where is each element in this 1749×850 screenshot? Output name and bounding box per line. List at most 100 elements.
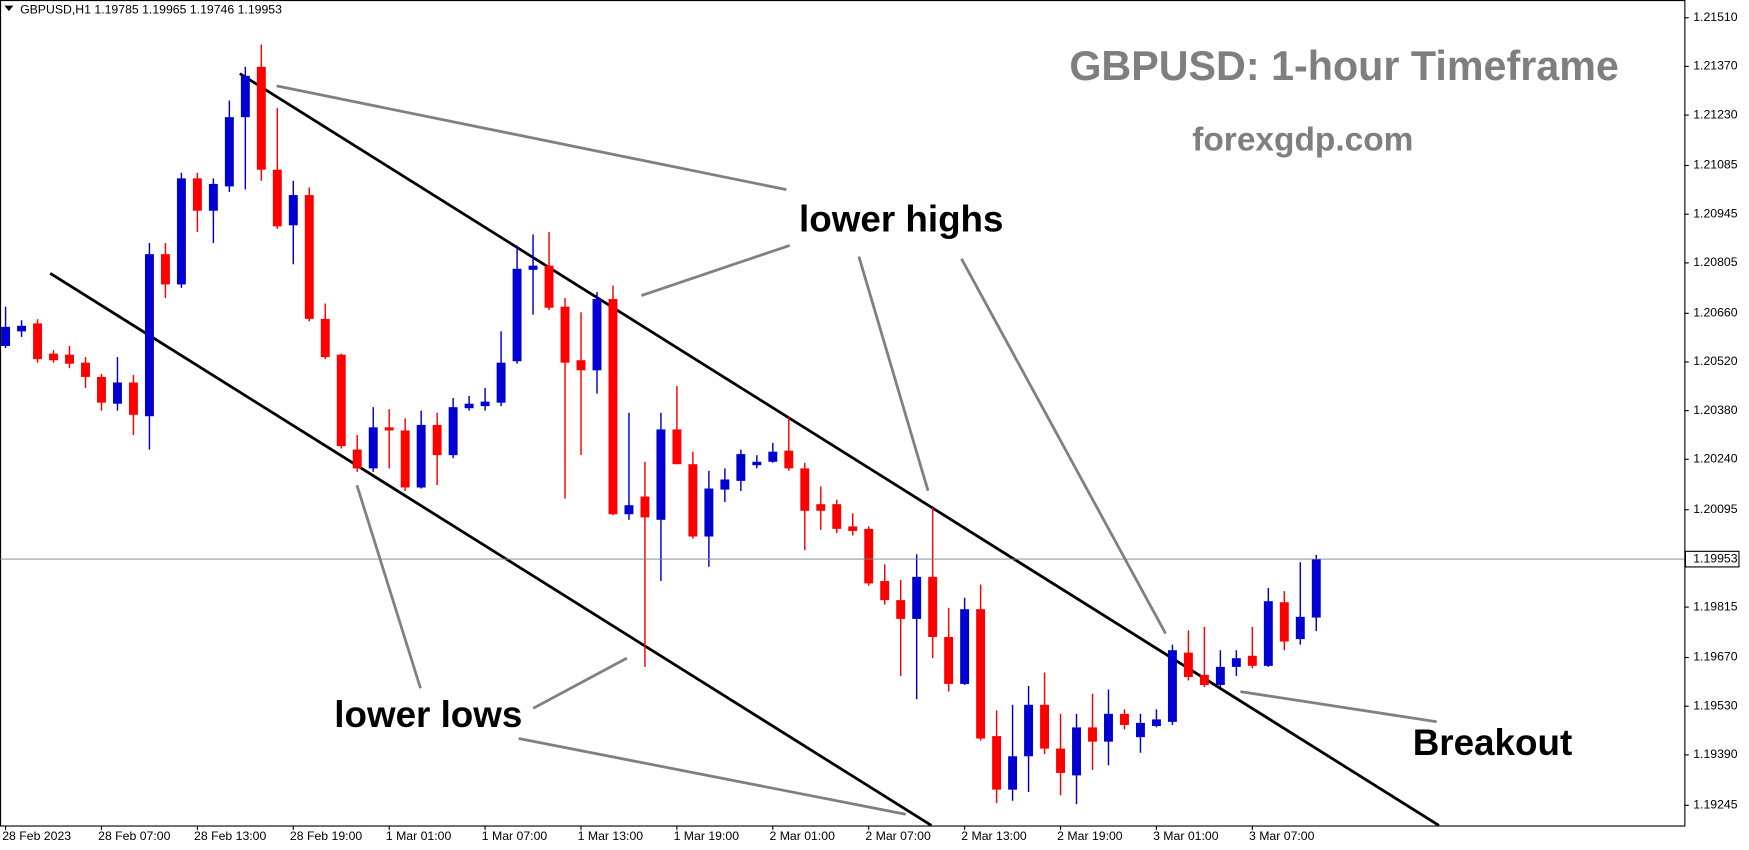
candle-body	[688, 464, 698, 537]
y-tick-label: 1.20520	[1693, 354, 1738, 368]
candle-body	[1024, 704, 1034, 757]
y-tick-label: 1.20660	[1693, 306, 1738, 320]
candle-body	[864, 528, 874, 584]
candle-body	[1072, 727, 1081, 776]
chart-title: GBPUSD: 1-hour Timeframe	[1069, 43, 1619, 89]
candle-body	[144, 254, 154, 417]
candle-body	[672, 429, 682, 465]
candle-body	[160, 254, 170, 285]
candle-body	[384, 427, 394, 431]
candle-body	[320, 318, 330, 358]
candles	[1, 44, 1321, 805]
candle-body	[400, 430, 410, 488]
candle-body	[272, 169, 282, 227]
candle-body	[176, 178, 186, 285]
x-tick-label: 28 Feb 2023	[2, 829, 71, 843]
candle-body	[1279, 602, 1289, 642]
candle-body	[464, 403, 474, 409]
candle-body	[448, 407, 458, 456]
last-price-box	[1684, 550, 1740, 568]
x-tick-label: 3 Mar 01:00	[1153, 829, 1219, 843]
candle-body	[816, 504, 826, 511]
annotation: lower lows	[334, 694, 522, 735]
candle-body	[224, 117, 234, 187]
pointer-line	[276, 84, 787, 191]
candle-body	[49, 353, 58, 361]
candle-body	[976, 609, 986, 739]
candle-body	[1040, 704, 1050, 749]
candle-body	[592, 299, 602, 371]
candle-body	[33, 323, 43, 360]
upper-channel	[239, 72, 1440, 827]
candle-body	[912, 576, 922, 619]
candle-body	[960, 609, 970, 684]
pointer-line	[857, 256, 930, 492]
candle-body	[496, 362, 506, 403]
candle-body	[1056, 748, 1065, 773]
candle-body	[128, 382, 138, 415]
candle-body	[368, 427, 378, 469]
candle-body	[1008, 756, 1018, 790]
candle-body	[1199, 674, 1209, 685]
candle-body	[1295, 616, 1305, 640]
channel-lines	[49, 72, 1440, 827]
pointer-line	[532, 656, 628, 710]
candle-body	[880, 581, 890, 601]
pointer-line	[355, 484, 422, 689]
candle-body	[1151, 719, 1161, 727]
x-tick-label: 1 Mar 19:00	[674, 829, 740, 843]
y-tick-label: 1.20945	[1693, 206, 1738, 220]
candle-body	[1120, 713, 1129, 725]
candle-body	[432, 424, 442, 456]
candle-body	[352, 449, 362, 469]
candle-body	[1183, 652, 1193, 677]
x-tick-label: 1 Mar 01:00	[386, 829, 452, 843]
candle-body	[288, 195, 298, 226]
candle-body	[848, 526, 858, 531]
pointer-line	[960, 258, 1167, 635]
x-tick-label: 28 Feb 07:00	[98, 829, 170, 843]
candle-body	[832, 504, 842, 529]
candle-body	[17, 325, 27, 332]
candle-body	[992, 736, 1002, 790]
candle-body	[1104, 713, 1113, 742]
lower-channel	[49, 272, 933, 827]
pointer-line	[640, 244, 791, 297]
y-tick-label: 1.20380	[1693, 403, 1738, 417]
last-price-label: 1.19953	[1693, 551, 1738, 565]
candle-body	[656, 429, 666, 520]
candle-body	[192, 178, 202, 211]
candle-body	[1215, 666, 1225, 685]
candle-body	[640, 496, 650, 518]
pointers	[276, 84, 1437, 816]
candle-body	[208, 183, 218, 211]
y-tick-label: 1.19670	[1693, 650, 1738, 664]
annotation: lower highs	[799, 199, 1003, 240]
candle-body	[240, 75, 250, 118]
candle-body	[1, 326, 11, 346]
x-tick-label: 2 Mar 07:00	[865, 829, 931, 843]
symbol-header: GBPUSD,H1 1.19785 1.19965 1.19746 1.1995…	[20, 2, 282, 16]
candle-body	[81, 362, 90, 377]
candle-body	[512, 268, 522, 362]
x-tick-label: 2 Mar 13:00	[961, 829, 1027, 843]
candle-body	[336, 354, 346, 447]
candle-body	[608, 299, 618, 515]
y-tick-label: 1.21085	[1693, 158, 1738, 172]
candle-body	[736, 454, 746, 481]
candle-body	[480, 401, 490, 407]
x-tick-label: 2 Mar 01:00	[769, 829, 835, 843]
annotation: Breakout	[1413, 722, 1572, 763]
candle-body	[544, 265, 554, 308]
x-tick-label: 3 Mar 07:00	[1249, 829, 1315, 843]
candle-body	[416, 424, 426, 488]
candle-body	[1263, 601, 1273, 666]
candle-body	[928, 576, 938, 638]
candle-body	[576, 360, 586, 371]
candle-body	[784, 450, 794, 469]
candle-body	[896, 600, 906, 619]
menu-arrow[interactable]	[4, 5, 14, 12]
candle-body	[65, 354, 74, 364]
x-tick-label: 2 Mar 19:00	[1057, 829, 1123, 843]
